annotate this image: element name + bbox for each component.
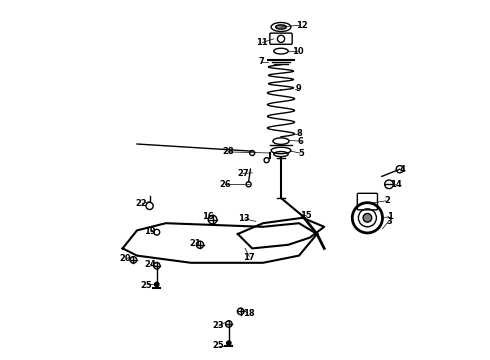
Text: 26: 26 xyxy=(219,180,231,189)
Text: 4: 4 xyxy=(400,165,406,174)
Text: 2: 2 xyxy=(384,197,390,205)
Ellipse shape xyxy=(275,25,286,29)
Text: 6: 6 xyxy=(298,137,304,146)
Text: 19: 19 xyxy=(144,227,156,236)
Text: 16: 16 xyxy=(202,212,214,220)
Text: 20: 20 xyxy=(120,254,131,263)
Circle shape xyxy=(227,341,231,345)
Text: 22: 22 xyxy=(135,199,147,208)
Text: 11: 11 xyxy=(256,38,268,47)
Circle shape xyxy=(363,213,372,222)
Text: 10: 10 xyxy=(293,47,304,56)
Text: 5: 5 xyxy=(298,149,304,158)
Text: 9: 9 xyxy=(295,85,301,94)
Circle shape xyxy=(155,282,159,287)
Text: 21: 21 xyxy=(190,239,201,248)
Text: 14: 14 xyxy=(391,180,402,189)
Text: 15: 15 xyxy=(299,211,311,220)
Text: 25: 25 xyxy=(213,341,224,350)
Text: 8: 8 xyxy=(297,130,303,139)
Text: 12: 12 xyxy=(296,21,308,30)
Text: 1: 1 xyxy=(387,212,392,221)
Text: 13: 13 xyxy=(239,215,250,223)
Text: 18: 18 xyxy=(243,309,254,318)
Text: 23: 23 xyxy=(213,321,224,330)
Text: 17: 17 xyxy=(244,253,255,261)
Text: 24: 24 xyxy=(144,260,156,269)
Text: 25: 25 xyxy=(141,281,152,289)
Text: 7: 7 xyxy=(259,58,265,67)
Text: 3: 3 xyxy=(387,217,392,226)
Text: 27: 27 xyxy=(237,169,248,178)
Text: 28: 28 xyxy=(222,148,234,157)
